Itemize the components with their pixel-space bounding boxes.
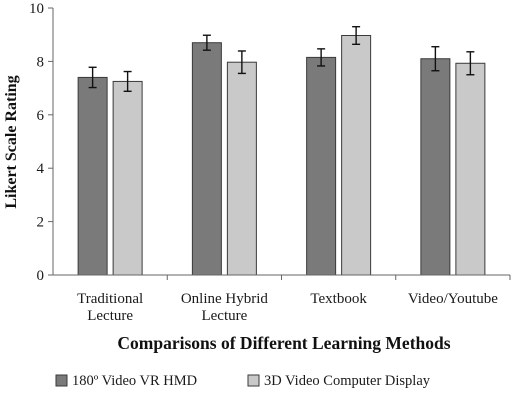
legend-label: 3D Video Computer Display: [264, 373, 431, 389]
x-axis-title: Comparisons of Different Learning Method…: [117, 333, 450, 353]
bar: [420, 58, 451, 276]
y-tick-label: 6: [37, 108, 45, 124]
y-tick-label: 10: [29, 1, 44, 17]
x-tick-label: Traditional Lecture: [77, 291, 143, 324]
legend-label: 180º Video VR HMD: [72, 373, 197, 389]
bar: [112, 80, 143, 276]
x-axis: Traditional Lecture Online Hybrid Lecture Te…: [53, 274, 511, 324]
legend-swatch: [55, 374, 68, 387]
y-tick-label: 2: [37, 215, 45, 231]
y-tick-label: 8: [37, 54, 45, 70]
y-tick-label: 0: [37, 268, 45, 284]
y-axis-title: Likert Scale Rating: [3, 75, 20, 208]
bar: [306, 56, 337, 276]
legend: 180º Video VR HMD 3D Video Computer Displ…: [55, 373, 431, 389]
x-tick-label: Video/Youtube: [408, 291, 498, 307]
bar: [226, 61, 257, 276]
bar: [341, 35, 372, 276]
bar: [191, 42, 222, 276]
x-tick-label: Online Hybrid Lecture: [181, 291, 269, 324]
bar: [455, 62, 486, 276]
plot-area: [77, 25, 486, 276]
bar: [77, 76, 108, 276]
legend-swatch: [247, 374, 260, 387]
y-axis: 0 2 4 6 8 10: [29, 1, 54, 284]
y-tick-label: 4: [37, 161, 45, 177]
x-tick-label: Textbook: [310, 291, 367, 307]
